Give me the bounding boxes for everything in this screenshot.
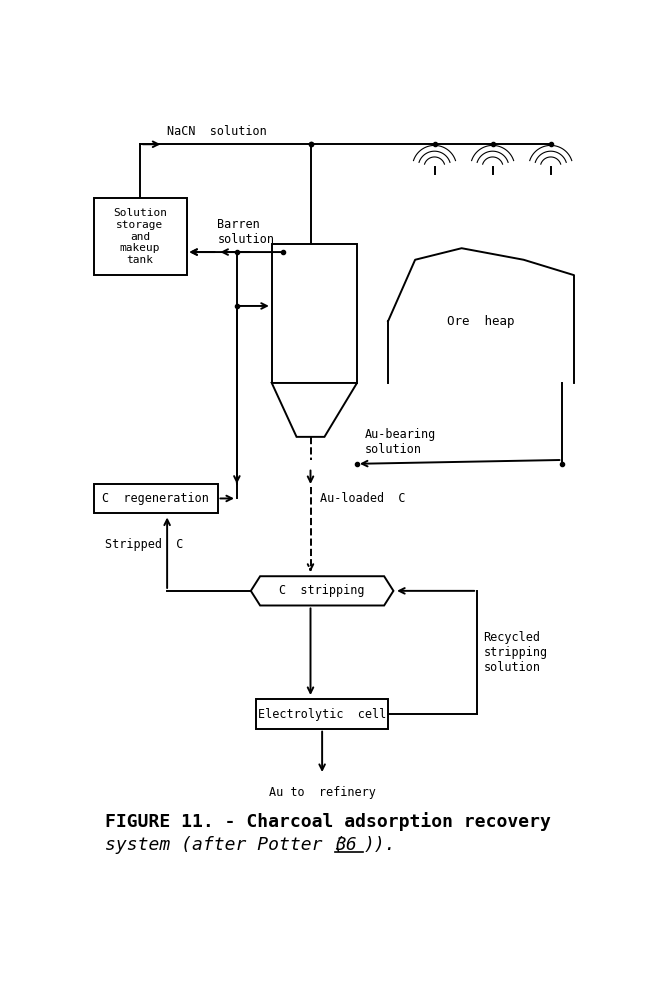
Bar xyxy=(256,700,388,729)
Text: Solution
storage
and
makeup
tank: Solution storage and makeup tank xyxy=(113,209,167,265)
Text: FIGURE 11. - Charcoal adsorption recovery: FIGURE 11. - Charcoal adsorption recover… xyxy=(105,813,551,831)
Bar xyxy=(272,244,357,383)
Text: Stripped  C: Stripped C xyxy=(105,538,183,551)
Polygon shape xyxy=(272,383,357,437)
Text: Au-loaded  C: Au-loaded C xyxy=(320,492,405,505)
Text: NaCN  solution: NaCN solution xyxy=(167,125,267,138)
Bar xyxy=(94,198,187,276)
Text: Au to  refinery: Au to refinery xyxy=(269,786,375,799)
Text: 36: 36 xyxy=(335,836,357,854)
Polygon shape xyxy=(251,577,394,605)
Text: C  regeneration: C regeneration xyxy=(102,492,209,505)
Text: Electrolytic  cell: Electrolytic cell xyxy=(258,707,386,720)
Text: system (after Potter (: system (after Potter ( xyxy=(105,836,345,854)
Text: Ore  heap: Ore heap xyxy=(447,315,515,328)
Bar xyxy=(94,484,217,513)
Text: C  stripping: C stripping xyxy=(280,584,365,597)
Text: Barren
solution: Barren solution xyxy=(217,217,274,246)
Text: Recycled
stripping
solution: Recycled stripping solution xyxy=(483,631,548,674)
Text: Au-bearing
solution: Au-bearing solution xyxy=(365,428,436,457)
Text: )).: )). xyxy=(364,836,396,854)
